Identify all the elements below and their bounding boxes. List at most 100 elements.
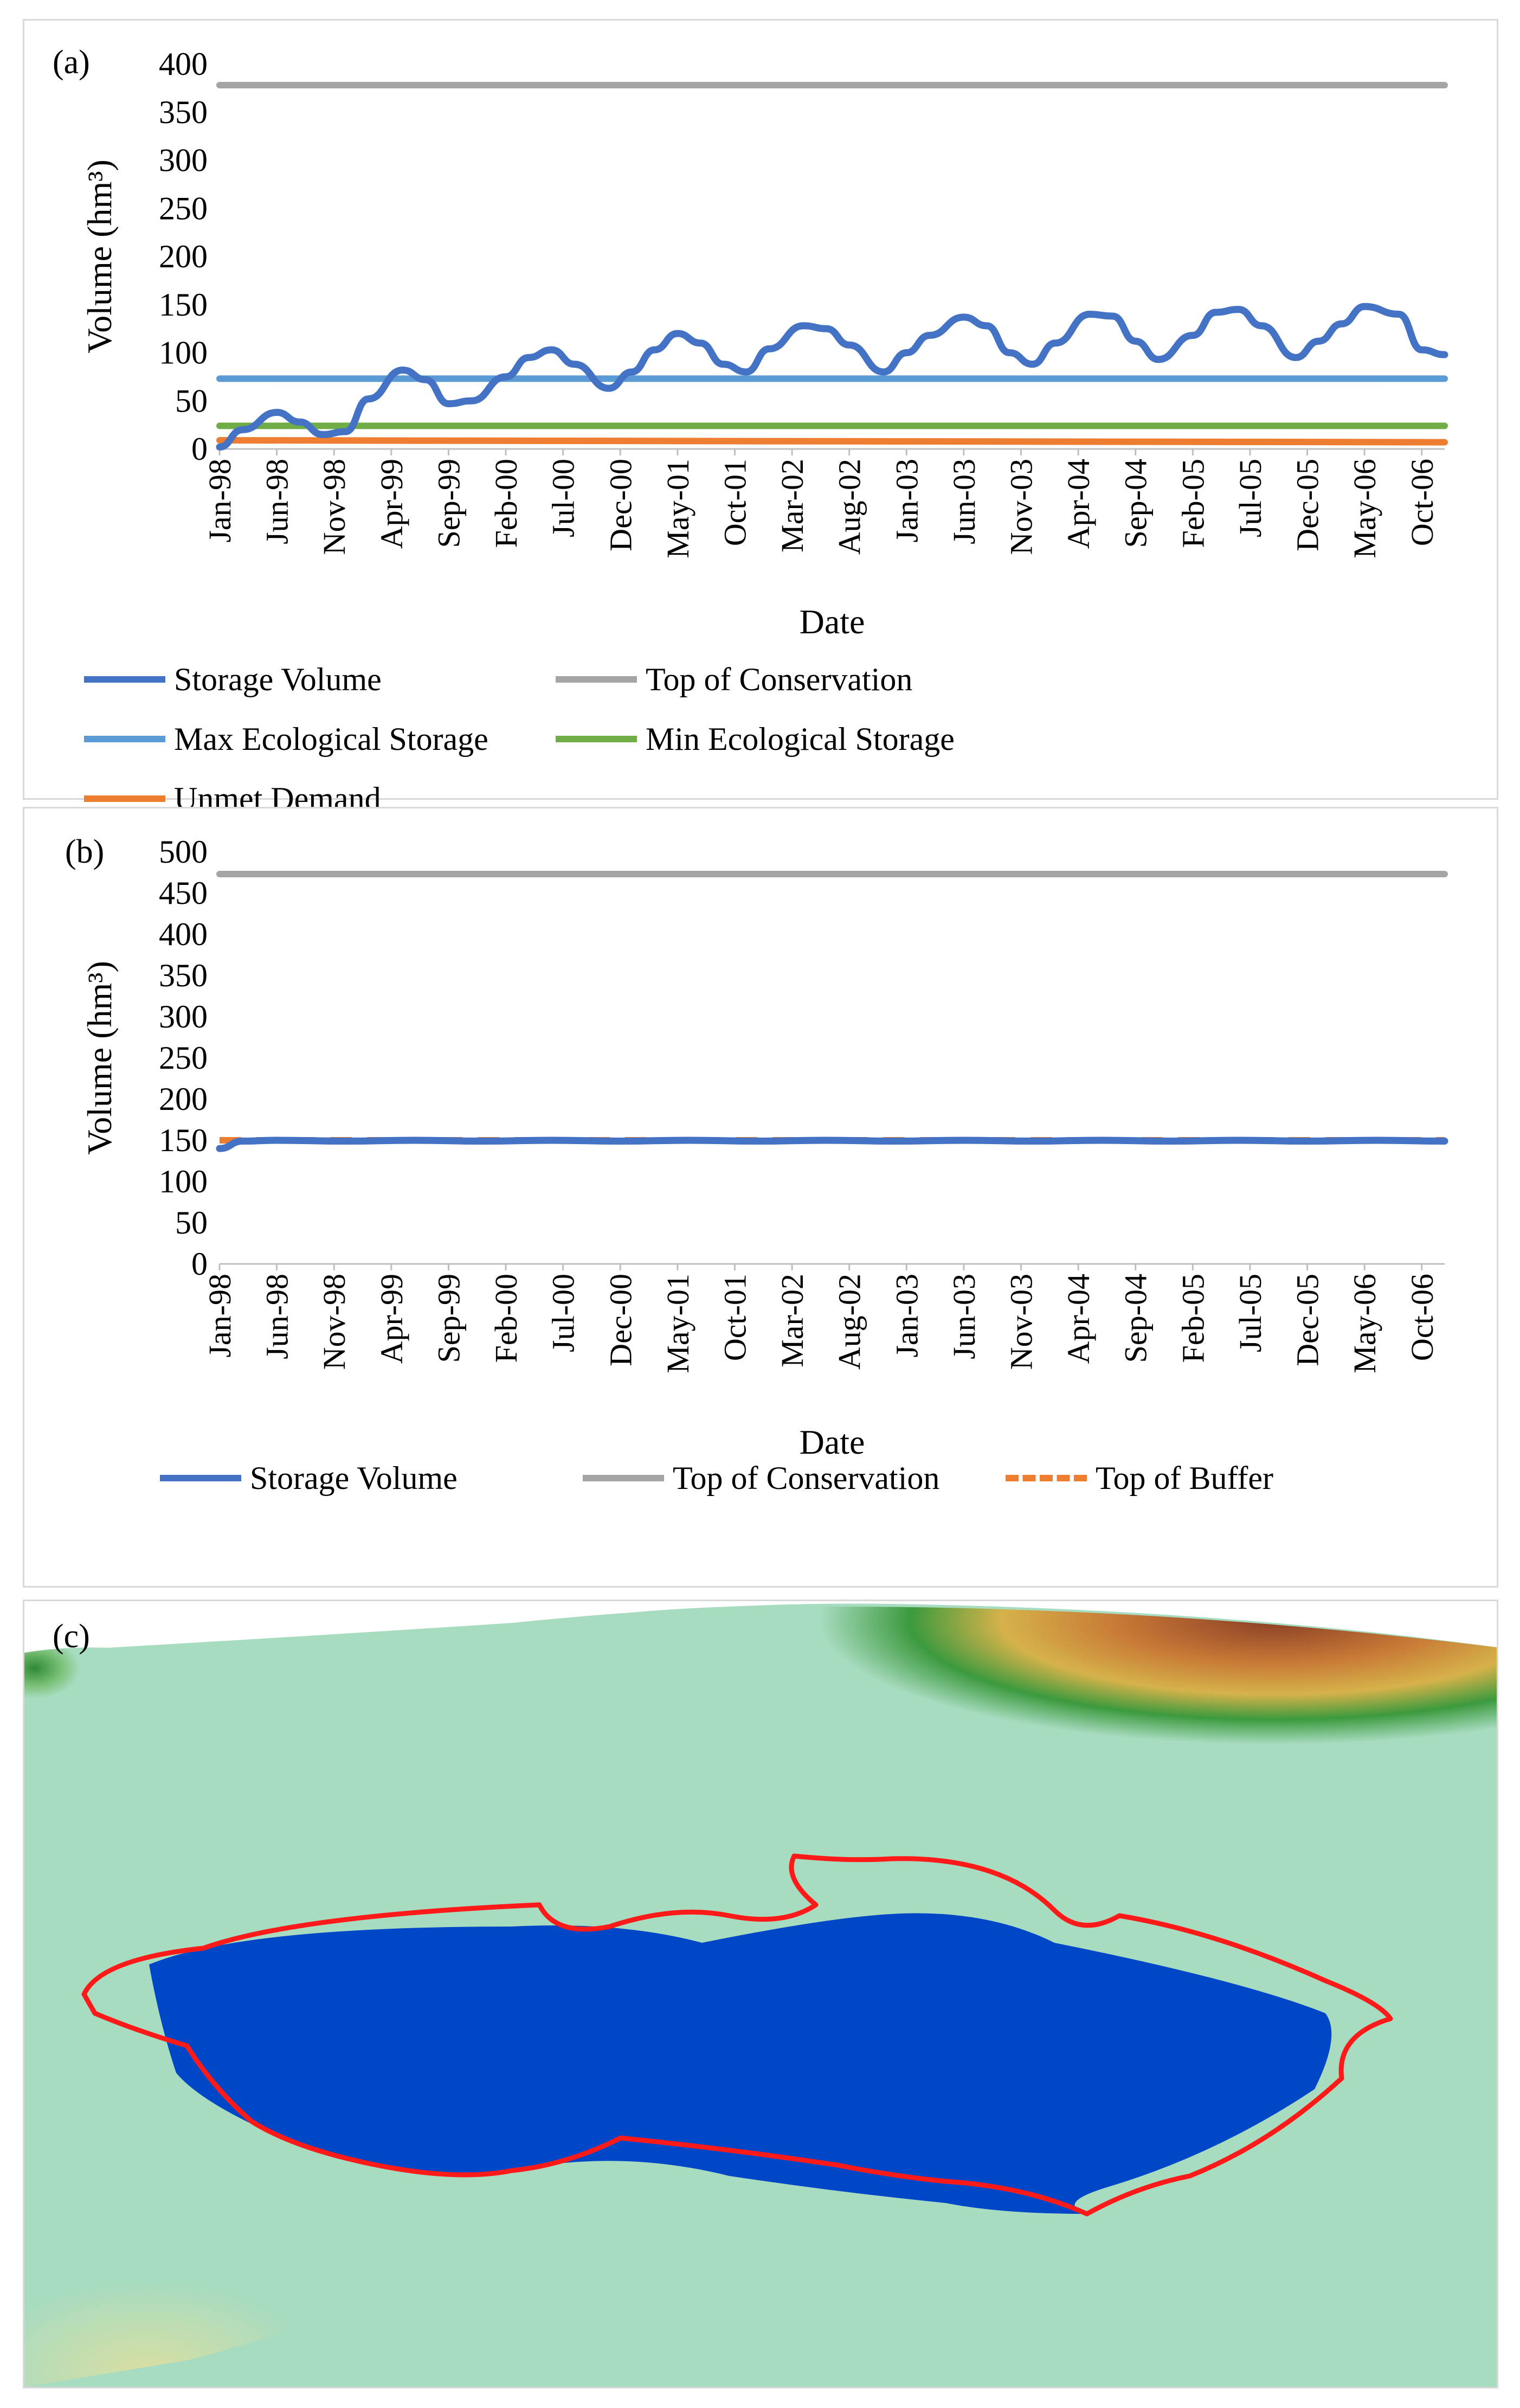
legend-item: Storage Volume [84,650,556,709]
x-tick-label: Dec-00 [603,1274,638,1366]
y-tick-label: 200 [159,239,208,274]
x-tick-label: Jan-98 [202,1274,237,1358]
legend-label: Storage Volume [250,1460,458,1496]
x-tick-label: Nov-03 [1004,459,1039,555]
reservoir-outline [81,1853,1393,2217]
x-tick-label: Oct-01 [717,459,752,546]
x-tick-label: Jun-98 [260,1274,295,1359]
reservoir-water [149,1913,1332,2214]
y-tick-label: 350 [159,958,208,993]
legend-item: Top of Conservation [556,650,1027,709]
y-tick-label: 0 [191,1246,208,1282]
y-axis-title: Volume (hm³) [80,159,119,354]
x-tick-label: Oct-01 [717,1274,752,1361]
x-tick-label: Jul-00 [546,459,581,537]
chart-a-svg: 0 50 100 150 200 250 300 350 400 Jan-98 Jun-98 Nov-… [80,46,1448,641]
legend-item: Storage Volume [160,1448,583,1508]
x-tick-label: May-01 [660,1274,695,1373]
y-tick-label: 300 [159,999,208,1035]
x-tick-label: Dec-05 [1290,459,1325,551]
x-tick-label: Oct-06 [1405,1274,1440,1361]
x-tick-label: Nov-98 [317,1274,352,1370]
legend-item: Top of Buffer [1006,1448,1428,1508]
legend-b: Storage Volume Top of Conservation Top of … [160,1448,1461,1508]
x-tick-label: Mar-02 [775,459,810,553]
legend-label: Storage Volume [174,661,382,697]
x-tick-label: Nov-03 [1004,1274,1039,1370]
x-tick-label: Sep-04 [1118,459,1154,548]
y-tick-label: 50 [175,383,208,419]
y-tick-label: 100 [159,335,208,371]
x-tick-label: Jan-03 [889,459,924,543]
x-tick-label: Oct-06 [1405,459,1440,546]
mountain-range [485,1606,1497,1883]
legend-swatch [84,795,165,802]
legend-swatch [84,676,165,683]
panel-label-b: (b) [65,833,105,870]
x-tick-label: Aug-02 [832,459,867,555]
y-tick-label: 150 [159,1122,208,1158]
x-tick-label: Sep-99 [431,459,466,548]
y-tick-label: 400 [159,46,208,82]
x-tick-label: Dec-00 [603,459,638,551]
y-tick-label: 250 [159,1040,208,1076]
chart-panel-b: (b) 0 50 100 150 200 250 300 350 400 450 500 Jan-98… [23,807,1498,1588]
chart-panel-a: (a) 0 50 100 150 200 250 300 350 400 Jan-98 Jun-98… [23,19,1498,817]
panel-label-a: (a) [53,44,90,81]
legend-label: Max Ecological Storage [174,721,488,757]
legend-swatch [1006,1475,1087,1481]
y-tick-label: 500 [159,834,208,870]
y-tick-label: 350 [159,94,208,130]
x-tick-label: Jan-03 [889,1274,924,1358]
x-tick-label: Jul-00 [546,1274,581,1352]
x-tick-label: Aug-02 [832,1274,867,1370]
y-tick-label: 50 [175,1205,208,1241]
y-tick-label: 200 [159,1081,208,1117]
x-tick-label: Jun-03 [946,1274,982,1359]
y-tick-label: 400 [159,916,208,952]
x-tick-label: Sep-99 [431,1274,466,1363]
map-panel-c: (c) [23,1600,1498,2388]
legend-label: Top of Conservation [673,1460,940,1496]
x-tick-label: May-06 [1347,1274,1382,1373]
x-tick-label: Jun-98 [260,459,295,544]
x-tick-label: Apr-99 [374,1274,409,1364]
x-tick-label: Dec-05 [1290,1274,1325,1366]
x-tick-label: Apr-04 [1061,1274,1096,1364]
series-line-storage-volume [216,1136,1448,1152]
y-tick-label: 300 [159,143,208,178]
legend-label: Top of Buffer [1096,1460,1273,1496]
legend-label: Min Ecological Storage [646,721,955,757]
x-tick-label: Feb-05 [1175,1274,1210,1363]
panel-label-c: (c) [53,1618,90,1655]
legend-item: Top of Conservation [583,1448,1006,1508]
y-tick-label: 0 [191,431,208,467]
legend-a: Storage Volume Top of Conservation Max Eco… [84,650,1493,829]
x-tick-label: Feb-00 [488,1274,524,1363]
x-tick-label: May-01 [660,459,695,558]
left-hills [24,1647,231,1786]
terrain-map [24,1601,1497,2387]
x-tick-label: Nov-98 [317,459,352,555]
x-tick-label: Feb-05 [1175,459,1210,548]
y-tick-label: 450 [159,875,208,911]
legend-swatch [84,736,165,742]
x-tick-label: Jun-03 [946,459,982,544]
legend-item: Min Ecological Storage [556,709,1027,769]
x-tick-label: Jan-98 [202,459,237,543]
legend-item: Max Ecological Storage [84,709,556,769]
legend-swatch [160,1475,241,1481]
x-tick-label: Jul-05 [1233,459,1268,537]
legend-swatch [556,676,637,683]
series-line-unmet-demand [216,437,1448,446]
lowland-yellow [24,2125,512,2387]
x-axis-title: Date [800,1423,865,1461]
legend-label: Top of Conservation [646,661,913,697]
chart-b-svg: 0 50 100 150 200 250 300 350 400 450 500 Jan-98 Jun-… [80,834,1448,1461]
legend-swatch [583,1475,664,1481]
x-tick-label: Jul-05 [1233,1274,1268,1352]
y-tick-label: 150 [159,287,208,323]
y-axis-title: Volume (hm³) [80,961,119,1155]
x-tick-label: Sep-04 [1118,1274,1154,1363]
x-tick-label: Mar-02 [775,1274,810,1367]
